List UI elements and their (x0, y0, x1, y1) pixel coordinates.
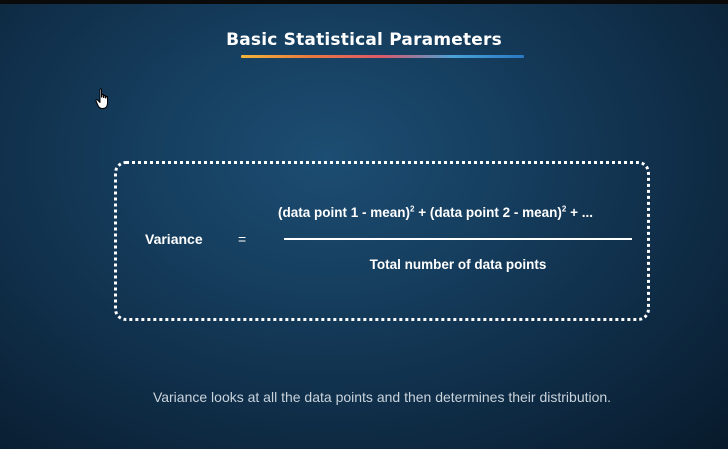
fraction-line (284, 238, 632, 240)
exponent-1: 2 (410, 204, 415, 214)
title-underline (241, 55, 524, 58)
slide-caption: Variance looks at all the data points an… (152, 389, 612, 405)
numerator-term-1: (data point 1 - mean) (278, 205, 411, 220)
variance-label: Variance (145, 231, 203, 247)
formula-numerator: (data point 1 - mean)2 + (data point 2 -… (278, 205, 593, 220)
top-strip (0, 0, 728, 4)
formula-denominator: Total number of data points (369, 257, 547, 272)
slide-title: Basic Statistical Parameters (226, 30, 502, 50)
hand-pointer-icon (95, 88, 108, 109)
numerator-term-2: + (data point 2 - mean) (414, 205, 562, 220)
exponent-2: 2 (561, 204, 567, 214)
formula-box (114, 161, 650, 321)
equals-sign: = (238, 231, 247, 247)
numerator-ellipsis: + ... (566, 205, 593, 220)
